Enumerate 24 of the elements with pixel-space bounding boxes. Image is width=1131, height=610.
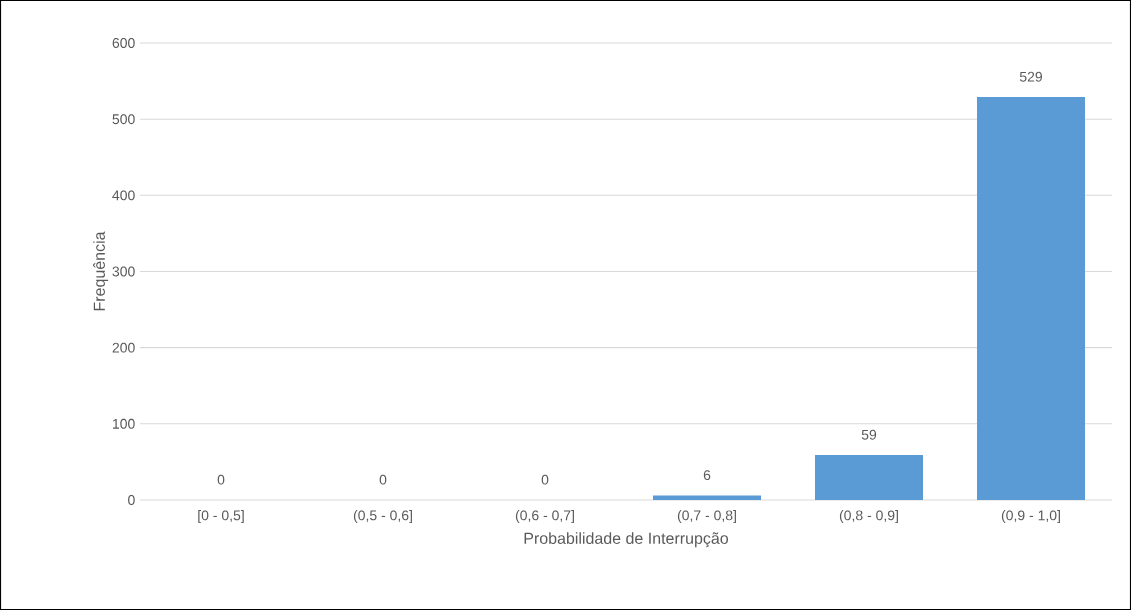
data-label: 59 [861,429,877,440]
data-label: 0 [541,474,549,485]
y-axis-title: Frequência [93,231,109,311]
y-tick-label: 500 [112,114,135,125]
x-tick-label: (0,5 - 0,6] [353,510,412,524]
x-axis-title: Probabilidade de Interrupção [524,532,729,548]
data-label: 529 [1019,71,1042,82]
y-tick-label: 300 [112,266,135,277]
bar [977,97,1085,500]
bar [815,455,923,500]
x-tick-label: (0,6 - 0,7] [515,510,574,524]
x-tick-label: (0,7 - 0,8] [677,510,736,524]
data-label: 6 [703,470,711,481]
y-tick-label: 200 [112,342,135,353]
bar [653,495,761,500]
data-label: 0 [217,474,225,485]
x-tick-label: (0,9 - 1,0] [1001,510,1060,524]
y-tick-label: 400 [112,190,135,201]
y-tick-label: 0 [128,495,135,505]
x-tick-label: [0 - 0,5] [198,510,244,524]
y-tick-label: 100 [113,418,135,429]
x-tick-label: (0,8 - 0,9] [839,510,898,524]
data-label: 0 [379,474,387,485]
y-tick-label: 600 [112,38,135,48]
